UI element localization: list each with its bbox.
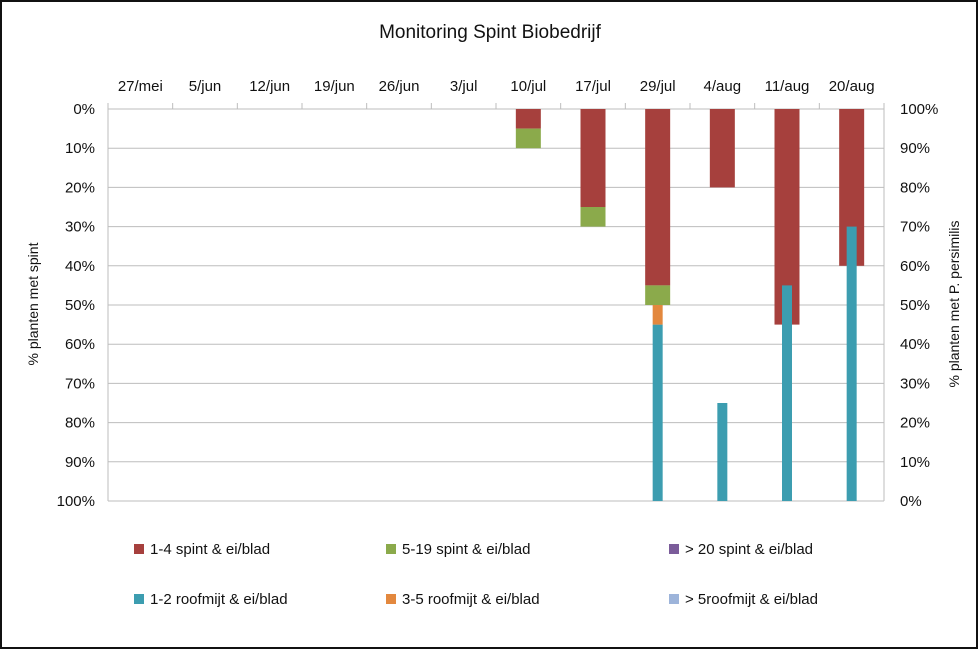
x-tick-label: 27/mei <box>118 78 163 95</box>
legend-swatch <box>386 594 396 604</box>
left-axis-tick-labels: 0% 10% 20% 30% 40% 50% 60% 70% 80% 90% 100% <box>57 101 95 510</box>
left-tick-label: 40% <box>65 258 95 275</box>
legend-label: 1-2 roofmijt & ei/blad <box>150 591 288 608</box>
right-tick-label: 90% <box>900 140 930 157</box>
x-tick-label: 11/aug <box>765 78 810 95</box>
right-tick-label: 70% <box>900 219 930 236</box>
x-tick-label: 4/aug <box>704 78 742 95</box>
bar-roofmijt <box>652 324 663 501</box>
bar-spint <box>580 109 606 207</box>
bar-spint <box>580 207 606 227</box>
bar-roofmijt <box>652 305 663 325</box>
legend-swatch <box>134 594 144 604</box>
right-axis-label: % planten met P. persimilis <box>946 220 962 387</box>
left-tick-label: 0% <box>73 101 95 118</box>
right-tick-label: 50% <box>900 297 930 314</box>
x-tick-label: 29/jul <box>640 78 676 95</box>
bars <box>515 109 865 501</box>
right-tick-label: 100% <box>900 101 938 118</box>
left-tick-label: 30% <box>65 219 95 236</box>
right-tick-label: 40% <box>900 336 930 353</box>
right-tick-label: 0% <box>900 493 922 510</box>
x-tick-label: 20/aug <box>829 78 875 95</box>
left-axis-label: % planten met spint <box>25 242 41 365</box>
legend: 1-4 spint & ei/blad 5-19 spint & ei/blad >… <box>134 541 818 608</box>
legend-label: > 5roofmijt & ei/blad <box>685 591 818 608</box>
x-tick-label: 17/jul <box>575 78 611 95</box>
x-tick-label: 26/jun <box>379 78 420 95</box>
legend-label: 5-19 spint & ei/blad <box>402 541 530 558</box>
x-tick-label: 10/jul <box>510 78 546 95</box>
right-tick-label: 10% <box>900 454 930 471</box>
legend-swatch <box>669 544 679 554</box>
bar-spint <box>645 285 671 305</box>
x-tick-label: 12/jun <box>249 78 290 95</box>
bar-spint <box>709 109 735 188</box>
left-tick-label: 70% <box>65 375 95 392</box>
legend-label: > 20 spint & ei/blad <box>685 541 813 558</box>
right-axis-tick-labels: 100% 90% 80% 70% 60% 50% 40% 30% 20% 10% 0% <box>900 101 938 510</box>
x-tick-label: 19/jun <box>314 78 355 95</box>
right-tick-label: 80% <box>900 179 930 196</box>
left-tick-label: 60% <box>65 336 95 353</box>
x-tick-label: 5/jun <box>189 78 222 95</box>
legend-swatch <box>386 544 396 554</box>
x-tick-labels: 27/mei 5/jun 12/jun 19/jun 26/jun 3/jul 10/jul… <box>118 78 875 95</box>
legend-label: 3-5 roofmijt & ei/blad <box>402 591 540 608</box>
left-tick-label: 80% <box>65 415 95 432</box>
left-tick-label: 10% <box>65 140 95 157</box>
legend-swatch <box>669 594 679 604</box>
bar-spint <box>515 109 541 129</box>
legend-swatch <box>134 544 144 554</box>
left-tick-label: 20% <box>65 179 95 196</box>
left-tick-label: 50% <box>65 297 95 314</box>
bar-spint <box>645 109 671 286</box>
left-tick-label: 100% <box>57 493 95 510</box>
right-tick-label: 30% <box>900 375 930 392</box>
legend-label: 1-4 spint & ei/blad <box>150 541 270 558</box>
chart-title: Monitoring Spint Biobedrijf <box>379 22 602 43</box>
left-tick-label: 90% <box>65 454 95 471</box>
x-tick-label: 3/jul <box>450 78 478 95</box>
bar-roofmijt <box>782 285 792 501</box>
right-tick-label: 60% <box>900 258 930 275</box>
bar-spint <box>515 128 541 149</box>
bar-roofmijt <box>846 226 857 501</box>
bar-roofmijt <box>717 403 728 501</box>
right-tick-label: 20% <box>900 415 930 432</box>
gridlines <box>107 103 885 502</box>
